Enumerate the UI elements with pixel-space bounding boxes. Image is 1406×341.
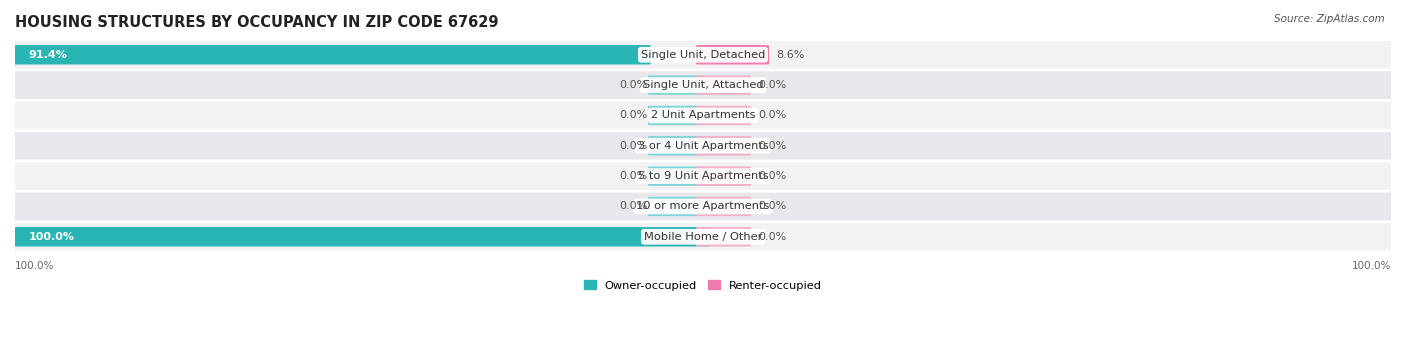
Text: 100.0%: 100.0% bbox=[1351, 261, 1391, 271]
FancyBboxPatch shape bbox=[8, 227, 710, 247]
FancyBboxPatch shape bbox=[0, 192, 1406, 221]
Text: 8.6%: 8.6% bbox=[776, 50, 804, 60]
FancyBboxPatch shape bbox=[0, 131, 1406, 161]
FancyBboxPatch shape bbox=[0, 161, 1406, 191]
Text: Single Unit, Detached: Single Unit, Detached bbox=[641, 50, 765, 60]
FancyBboxPatch shape bbox=[648, 75, 703, 95]
Text: 0.0%: 0.0% bbox=[758, 141, 786, 151]
FancyBboxPatch shape bbox=[0, 222, 1406, 252]
Text: 0.0%: 0.0% bbox=[758, 202, 786, 211]
Text: 0.0%: 0.0% bbox=[758, 80, 786, 90]
Text: 0.0%: 0.0% bbox=[620, 202, 648, 211]
Text: 0.0%: 0.0% bbox=[758, 171, 786, 181]
Text: 0.0%: 0.0% bbox=[620, 80, 648, 90]
Text: 91.4%: 91.4% bbox=[28, 50, 67, 60]
Text: 100.0%: 100.0% bbox=[28, 232, 75, 242]
FancyBboxPatch shape bbox=[696, 227, 751, 247]
Text: 10 or more Apartments: 10 or more Apartments bbox=[637, 202, 769, 211]
FancyBboxPatch shape bbox=[696, 166, 751, 186]
Text: Mobile Home / Other: Mobile Home / Other bbox=[644, 232, 762, 242]
FancyBboxPatch shape bbox=[648, 197, 703, 216]
FancyBboxPatch shape bbox=[696, 106, 751, 125]
Text: 2 Unit Apartments: 2 Unit Apartments bbox=[651, 110, 755, 120]
FancyBboxPatch shape bbox=[696, 45, 769, 64]
Text: 0.0%: 0.0% bbox=[620, 110, 648, 120]
FancyBboxPatch shape bbox=[0, 40, 1406, 70]
Text: 0.0%: 0.0% bbox=[620, 171, 648, 181]
Text: 100.0%: 100.0% bbox=[15, 261, 55, 271]
FancyBboxPatch shape bbox=[0, 70, 1406, 100]
Text: 3 or 4 Unit Apartments: 3 or 4 Unit Apartments bbox=[638, 141, 768, 151]
Text: 0.0%: 0.0% bbox=[758, 232, 786, 242]
Text: Source: ZipAtlas.com: Source: ZipAtlas.com bbox=[1274, 14, 1385, 24]
Legend: Owner-occupied, Renter-occupied: Owner-occupied, Renter-occupied bbox=[579, 276, 827, 295]
Text: 0.0%: 0.0% bbox=[758, 110, 786, 120]
Text: 5 to 9 Unit Apartments: 5 to 9 Unit Apartments bbox=[638, 171, 768, 181]
FancyBboxPatch shape bbox=[648, 166, 703, 186]
FancyBboxPatch shape bbox=[696, 75, 751, 95]
FancyBboxPatch shape bbox=[648, 106, 703, 125]
FancyBboxPatch shape bbox=[8, 45, 651, 64]
FancyBboxPatch shape bbox=[696, 136, 751, 155]
FancyBboxPatch shape bbox=[696, 197, 751, 216]
Text: 0.0%: 0.0% bbox=[620, 141, 648, 151]
Text: HOUSING STRUCTURES BY OCCUPANCY IN ZIP CODE 67629: HOUSING STRUCTURES BY OCCUPANCY IN ZIP C… bbox=[15, 15, 499, 30]
Text: Single Unit, Attached: Single Unit, Attached bbox=[643, 80, 763, 90]
FancyBboxPatch shape bbox=[0, 101, 1406, 130]
FancyBboxPatch shape bbox=[648, 136, 703, 155]
